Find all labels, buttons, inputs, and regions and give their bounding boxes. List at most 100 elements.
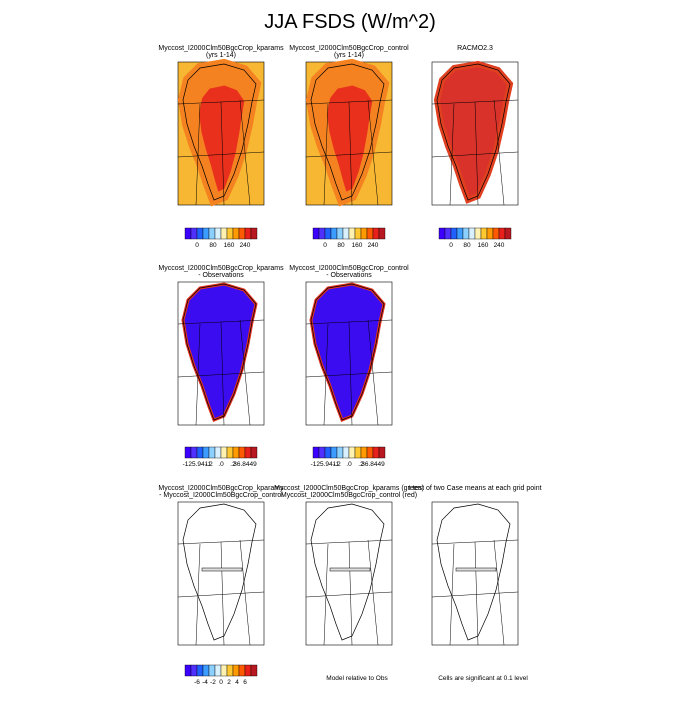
colorbar-swatch xyxy=(244,664,252,677)
meridian xyxy=(367,99,379,206)
colorbar-label: 160 xyxy=(224,242,235,249)
colorbar-label: 240 xyxy=(494,242,505,249)
colorbar-swatch xyxy=(190,446,198,459)
meridian xyxy=(195,103,201,206)
colorbar-label: .2 xyxy=(230,461,236,468)
colorbar-label: .2 xyxy=(358,461,364,468)
colorbar-swatch xyxy=(456,227,464,240)
colorbar-label: -2 xyxy=(210,679,216,686)
panel-title: - Myccost_I2000Clm50BgcCrop_control xyxy=(159,492,283,499)
colorbar: -6 -4 -2 0 2 4 6 xyxy=(184,664,258,686)
meridian xyxy=(239,319,251,426)
colorbar-swatch xyxy=(318,446,326,459)
colorbar-swatch xyxy=(372,446,380,459)
meridian xyxy=(220,321,225,426)
colorbar-swatch xyxy=(360,446,368,459)
colorbar-swatch xyxy=(366,446,374,459)
colorbar-swatch xyxy=(184,664,192,677)
colorbar-swatch xyxy=(202,664,210,677)
colorbar-swatch xyxy=(348,227,356,240)
colorbar-swatch xyxy=(312,227,320,240)
parallel xyxy=(305,371,393,378)
colorbar-swatch xyxy=(324,227,332,240)
colorbar-label: .0 xyxy=(346,461,352,468)
colorbar-swatch xyxy=(444,227,452,240)
colorbar-swatch xyxy=(462,227,470,240)
colorbar-swatch xyxy=(438,227,446,240)
colorbar-swatch xyxy=(238,227,246,240)
panel-note: Model relative to Obs xyxy=(326,675,388,682)
colorbar-swatch xyxy=(378,227,386,240)
colorbar-swatch xyxy=(318,227,326,240)
colorbar: 0 80 160 240 xyxy=(184,227,258,249)
colorbar-swatch xyxy=(492,227,500,240)
colorbar-swatch xyxy=(220,664,228,677)
colorbar-swatch xyxy=(324,446,332,459)
colorbar-label: 0 xyxy=(449,242,453,249)
colorbar-label: 240 xyxy=(240,242,251,249)
colorbar-swatch xyxy=(504,227,512,240)
colorbar-swatch xyxy=(184,446,192,459)
colorbar-swatch xyxy=(250,227,258,240)
panel: Myccost_I2000Clm50BgcCrop_control- Obser… xyxy=(289,265,409,426)
colorbar-label: 0 xyxy=(195,242,199,249)
colorbar-swatch xyxy=(378,446,386,459)
colorbar-swatch xyxy=(232,664,240,677)
colorbar-label: 160 xyxy=(352,242,363,249)
meridian xyxy=(474,101,479,206)
meridian xyxy=(449,103,455,206)
colorbar-swatch xyxy=(336,446,344,459)
colorbar-swatch xyxy=(214,446,222,459)
colorbar-swatch xyxy=(312,446,320,459)
parallel xyxy=(305,591,393,598)
panel-title: RACMO2.3 xyxy=(457,45,493,52)
colorbar-swatch xyxy=(486,227,494,240)
colorbar-swatch xyxy=(232,446,240,459)
colorbar-swatch xyxy=(468,227,476,240)
colorbar-swatch xyxy=(196,664,204,677)
meridian xyxy=(449,543,455,646)
colorbar-label: 160 xyxy=(478,242,489,249)
meridian xyxy=(367,319,379,426)
panel-title: - Observations xyxy=(326,272,372,279)
colorbar-label: 0 xyxy=(219,679,223,686)
colorbar-swatch xyxy=(226,227,234,240)
colorbar-swatch xyxy=(354,446,362,459)
map-frame xyxy=(431,501,519,646)
meridian xyxy=(367,539,379,646)
colorbar-label: 36.8449 xyxy=(233,461,257,468)
colorbar-swatch xyxy=(220,446,228,459)
colorbar-swatch xyxy=(226,446,234,459)
colorbar: 0 80 160 240 xyxy=(438,227,512,249)
map-frame xyxy=(177,501,265,646)
panel-title: - Observations xyxy=(198,272,244,279)
parallel xyxy=(431,151,519,158)
colorbar-label: 240 xyxy=(368,242,379,249)
meridian xyxy=(493,539,505,646)
colorbar-label: -4 xyxy=(202,679,208,686)
panel-note: Cells are significant at 0.1 level xyxy=(438,675,528,682)
colorbar-label: .0 xyxy=(218,461,224,468)
meridian xyxy=(493,99,505,206)
colorbar-swatch xyxy=(250,664,258,677)
meridian xyxy=(239,539,251,646)
colorbar-swatch xyxy=(244,446,252,459)
colorbar-swatch xyxy=(366,227,374,240)
colorbar-label: 2 xyxy=(227,679,231,686)
panel-title: Myccost_I2000Clm50BgcCrop_control xyxy=(289,265,409,272)
colorbar-label: 80 xyxy=(337,242,345,249)
colorbar: -125.9411-.2 .0 .236.8449 xyxy=(183,446,258,468)
panel-title: (yrs 1-14) xyxy=(206,52,236,59)
scale-box xyxy=(455,567,497,572)
meridian xyxy=(220,101,225,206)
colorbar-swatch xyxy=(498,227,506,240)
colorbar-label: 80 xyxy=(463,242,471,249)
parallel xyxy=(177,591,265,598)
colorbar-swatch xyxy=(226,664,234,677)
colorbar-swatch xyxy=(474,227,482,240)
colorbar-swatch xyxy=(232,227,240,240)
colorbar-label: -.2 xyxy=(205,461,213,468)
colorbar-swatch xyxy=(190,664,198,677)
panel-title: (yrs 1-14) xyxy=(334,52,364,59)
panel-title: t-test of two Case means at each grid po… xyxy=(408,485,541,492)
